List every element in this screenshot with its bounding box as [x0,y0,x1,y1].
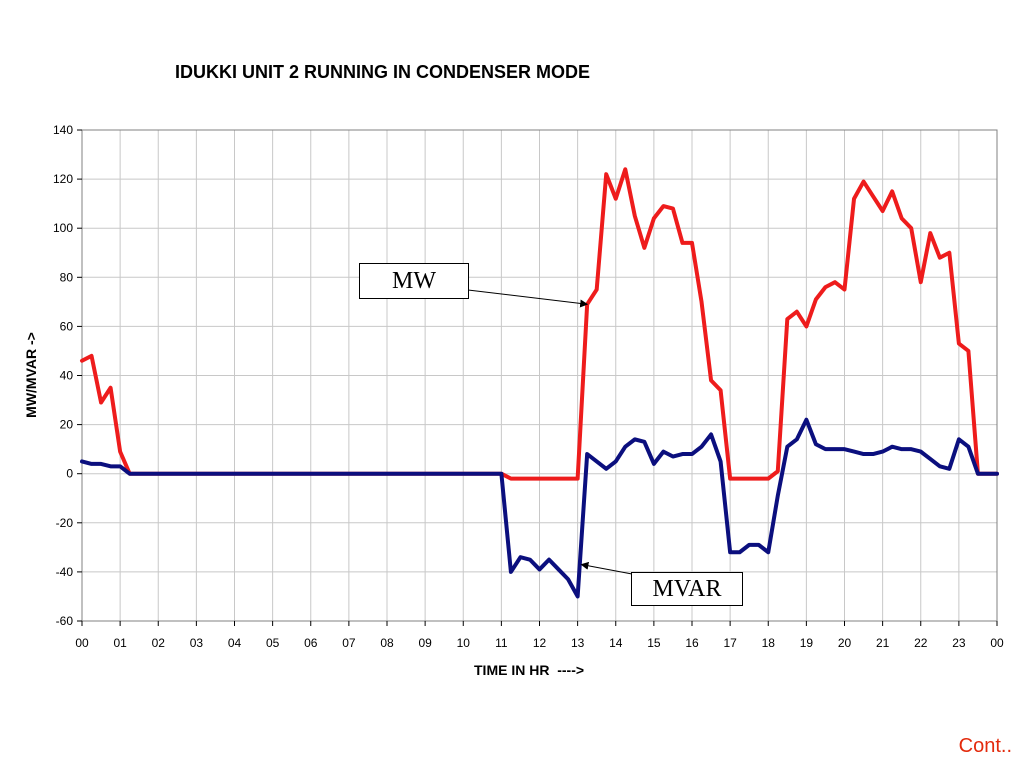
chart-title: IDUKKI UNIT 2 RUNNING IN CONDENSER MODE [175,62,591,82]
x-tick-label: 20 [838,636,852,650]
annotation-arrows [467,289,633,575]
x-tick-label: 02 [152,636,166,650]
x-tick-label: 18 [762,636,776,650]
x-tick-label: 00 [990,636,1004,650]
y-tick-label: 40 [60,369,74,383]
x-tick-label: 09 [418,636,432,650]
x-tick-label: 07 [342,636,356,650]
x-tick-label: 01 [113,636,127,650]
x-tick-label: 14 [609,636,623,650]
x-tick-label: 10 [457,636,471,650]
series-line-mvar [80,417,999,599]
x-tick-label: 13 [571,636,585,650]
annotation-arrow-mvar [580,561,633,575]
x-tick-label: 22 [914,636,928,650]
x-tick-label: 08 [380,636,394,650]
y-tick-label: -60 [56,614,74,628]
x-tick-label: 11 [495,636,508,650]
series-lines [80,167,999,599]
x-tick-label: 19 [800,636,814,650]
y-axis-label: MW/MVAR -> [23,332,39,418]
y-tick-label: -40 [56,565,74,579]
y-axis-ticks: -60 -40 -20 0 20 40 60 80 100 120 140 [53,123,82,628]
x-tick-label: 15 [647,636,661,650]
mw-callout-label: MW [359,263,469,299]
annotation-arrow-mw [467,289,589,308]
x-tick-label: 03 [190,636,204,650]
x-tick-label: 05 [266,636,280,650]
grid [81,129,998,622]
x-tick-label: 17 [723,636,737,650]
mvar-callout-label: MVAR [631,572,743,606]
x-tick-label: 21 [876,636,890,650]
continued-label[interactable]: Cont.. [958,735,1012,757]
y-tick-label: -20 [56,516,74,530]
y-tick-label: 0 [66,467,73,481]
x-tick-label: 06 [304,636,318,650]
y-tick-label: 100 [53,221,73,235]
y-tick-label: 80 [60,270,74,284]
x-tick-label: 16 [685,636,699,650]
y-tick-label: 20 [60,418,74,432]
x-axis-ticks: 00 01 02 03 04 05 06 07 08 09 10 11 12 13 14 15 16 17 18 19… [75,621,1004,650]
x-tick-label: 00 [75,636,89,650]
x-tick-label: 12 [533,636,547,650]
x-tick-label: 04 [228,636,242,650]
x-tick-label: 23 [952,636,966,650]
y-tick-label: 140 [53,123,73,137]
x-axis-label: TIME IN HR ----> [474,662,585,678]
y-tick-label: 60 [60,319,74,333]
y-tick-label: 120 [53,172,73,186]
